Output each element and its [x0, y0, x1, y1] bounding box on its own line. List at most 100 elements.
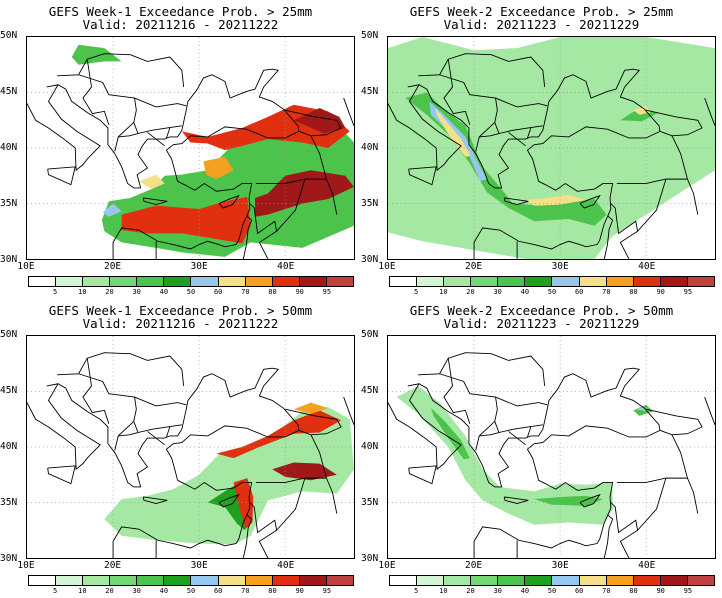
- precip-area: [534, 495, 604, 506]
- colorbar-swatch: [272, 576, 300, 585]
- colorbar-label: 40: [159, 587, 169, 595]
- colorbar-label: 5: [53, 288, 58, 296]
- country-border: [134, 396, 187, 407]
- lon-label: 20E: [464, 560, 483, 571]
- map-svg: [388, 37, 715, 259]
- colorbar-label: 95: [683, 288, 693, 296]
- map-svg: [27, 37, 354, 259]
- colorbar-swatch: [299, 576, 327, 585]
- country-border: [242, 514, 253, 558]
- colorbar-swatch: [245, 277, 273, 286]
- precip-area: [102, 203, 122, 217]
- precip-area: [293, 402, 329, 414]
- country-border: [242, 215, 253, 259]
- colorbar-swatch: [471, 277, 499, 286]
- colorbar-label: 30: [493, 587, 502, 595]
- colorbar-label: 20: [105, 288, 114, 296]
- colorbar-label: 50: [186, 288, 196, 296]
- colorbar-label: 95: [322, 587, 332, 595]
- coastline: [503, 496, 529, 505]
- precip-area: [272, 462, 337, 481]
- colorbar-label: 80: [268, 587, 277, 595]
- colorbar-swatch: [552, 277, 580, 286]
- country-border: [78, 74, 137, 152]
- country-border: [147, 431, 165, 446]
- colorbar-swatch: [579, 277, 607, 286]
- country-border: [495, 396, 548, 407]
- colorbar-label: 90: [295, 288, 304, 296]
- coastline: [704, 396, 715, 425]
- panel-title: GEFS Week-1 Exceedance Prob. > 25mm: [48, 4, 313, 19]
- country-border: [82, 358, 110, 424]
- map-area: [387, 335, 716, 559]
- lat-label: 35N: [361, 198, 379, 209]
- colorbar-swatch: [525, 576, 553, 585]
- lat-label: 35N: [0, 198, 18, 209]
- country-border: [494, 122, 543, 135]
- colorbar-label: 10: [439, 587, 448, 595]
- lon-label: 20E: [464, 261, 483, 272]
- colorbar-label: 70: [602, 587, 611, 595]
- colorbar-swatch: [164, 576, 192, 585]
- colorbar-label: 70: [602, 288, 611, 296]
- coastline: [57, 68, 300, 259]
- lon-label: 10E: [17, 560, 35, 571]
- panel-title: GEFS Week-2 Exceedance Prob. > 25mm: [409, 4, 674, 19]
- lon-label: 10E: [378, 560, 396, 571]
- lon-label: 30E: [190, 560, 208, 571]
- precip-area: [71, 44, 122, 65]
- panel-week1-25mm: GEFS Week-1 Exceedance Prob. > 25mm Vali…: [0, 0, 361, 299]
- precip-area: [293, 108, 346, 134]
- precip-area: [435, 108, 471, 157]
- precip-area: [121, 196, 251, 244]
- colorbar-swatch: [606, 277, 634, 286]
- colorbar-label: 90: [656, 587, 665, 595]
- country-border: [494, 421, 543, 434]
- panel-week1-50mm: GEFS Week-1 Exceedance Prob. > 50mm Vali…: [0, 299, 361, 598]
- lat-label: 40N: [0, 142, 18, 153]
- precip-area: [405, 92, 607, 226]
- country-border: [118, 432, 139, 437]
- colorbar-label: 40: [520, 288, 530, 296]
- lat-label: 35N: [361, 497, 379, 508]
- country-border: [508, 431, 526, 446]
- colorbar-label: 5: [53, 587, 58, 595]
- coastline: [503, 197, 529, 206]
- lat-label: 50N: [361, 30, 379, 41]
- country-border: [527, 127, 532, 139]
- country-border: [527, 426, 532, 438]
- lat-label: 50N: [0, 329, 18, 340]
- colorbar-label: 30: [132, 587, 141, 595]
- lat-label: 45N: [361, 86, 379, 97]
- colorbar-label: 60: [574, 587, 584, 595]
- colorbar-swatch: [29, 576, 57, 585]
- colorbar-swatch: [687, 576, 714, 585]
- colorbar-swatch: [29, 277, 57, 286]
- lon-label: 40E: [277, 560, 295, 571]
- colorbar-label: 5: [414, 587, 419, 595]
- lat-label: 50N: [361, 329, 379, 340]
- lat-label: 30N: [361, 553, 379, 564]
- colorbar-label: 5: [414, 288, 419, 296]
- lon-label: 20E: [103, 261, 122, 272]
- colorbar: [389, 276, 715, 287]
- colorbar-swatch: [299, 277, 327, 286]
- precip-area: [216, 410, 342, 459]
- coastline: [418, 367, 661, 558]
- country-border: [326, 178, 338, 215]
- map-svg: [388, 336, 715, 558]
- colorbar-swatch: [272, 277, 300, 286]
- coastline: [579, 194, 601, 209]
- country-border: [687, 178, 699, 215]
- colorbar-swatch: [498, 576, 526, 585]
- colorbar-swatch: [660, 277, 688, 286]
- colorbar-swatch: [633, 277, 661, 286]
- colorbar-swatch: [579, 576, 607, 585]
- colorbar-label: 40: [159, 288, 169, 296]
- country-border: [616, 135, 689, 184]
- map-area: [26, 335, 355, 559]
- coastline: [388, 383, 462, 471]
- panel-week2-50mm: GEFS Week-2 Exceedance Prob. > 50mm Vali…: [361, 299, 722, 598]
- country-border: [619, 529, 638, 558]
- precip-area: [396, 385, 614, 525]
